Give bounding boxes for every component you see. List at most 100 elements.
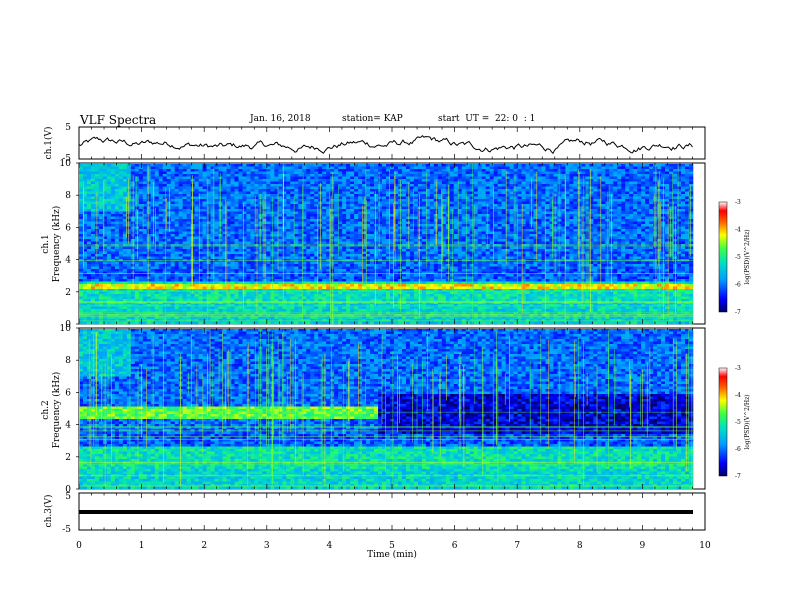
- ch1-ytick-5: 5: [65, 123, 71, 133]
- spectrogram-cell: [139, 194, 143, 197]
- spectrogram-cell: [609, 179, 613, 182]
- spectrogram-cell: [458, 177, 462, 180]
- spectrogram-cell: [111, 172, 115, 175]
- spectrogram-cell: [119, 177, 123, 180]
- spectrogram-cell: [641, 167, 645, 170]
- spectrogram-cell: [266, 179, 270, 182]
- spectrogram-cell: [195, 187, 199, 190]
- spectrogram-cell: [609, 187, 613, 190]
- spectrogram-cell: [617, 187, 621, 190]
- spectrogram-cell: [310, 169, 314, 172]
- spectrogram-cell: [689, 187, 693, 190]
- spectrogram-cell: [482, 187, 486, 190]
- spectrogram-cell: [227, 199, 231, 202]
- spectrogram-cell: [87, 179, 91, 182]
- spectrogram-cell: [119, 179, 123, 182]
- spectrogram-cell: [637, 192, 641, 195]
- spectrogram-cell: [183, 177, 187, 180]
- spectrogram-cell: [135, 184, 139, 187]
- spectrogram-cell: [207, 199, 211, 202]
- spectrogram-cell: [414, 197, 418, 200]
- spectrogram-cell: [677, 187, 681, 190]
- spectrogram-cell: [95, 169, 99, 172]
- spectrogram-cell: [358, 194, 362, 197]
- spectrogram-cell: [270, 192, 274, 195]
- spectrogram-cell: [199, 172, 203, 175]
- spectrogram-cell: [510, 172, 514, 175]
- spectrogram-cell: [605, 172, 609, 175]
- spectrogram-cell: [538, 194, 542, 197]
- spectrogram-cell: [609, 192, 613, 195]
- spectrogram-cell: [95, 179, 99, 182]
- spectrogram-cell: [414, 179, 418, 182]
- spectrogram-cell: [534, 182, 538, 185]
- spectrogram-cell: [593, 197, 597, 200]
- spectrogram-cell: [266, 177, 270, 180]
- spectrogram-cell: [87, 192, 91, 195]
- spectrogram-cell: [382, 197, 386, 200]
- spectrogram-cell: [135, 187, 139, 190]
- spectrogram-cell: [354, 194, 358, 197]
- spectrogram-cell: [677, 174, 681, 177]
- spectrogram-cell: [139, 172, 143, 175]
- spectrogram-cell: [266, 199, 270, 202]
- spectrogram-cell: [258, 169, 262, 172]
- spectrogram-cell: [522, 169, 526, 172]
- spectrogram-cell: [151, 174, 155, 177]
- spectrogram-cell: [151, 177, 155, 180]
- spectrogram-cell: [278, 169, 282, 172]
- spectrogram-cell: [350, 187, 354, 190]
- spectrogram-cell: [227, 172, 231, 175]
- spectrogram-cell: [338, 167, 342, 170]
- spectrogram-cell: [139, 184, 143, 187]
- spectrogram-cell: [382, 167, 386, 170]
- spectrogram-cell: [119, 182, 123, 185]
- spectrogram-cell: [474, 184, 478, 187]
- spectrogram-cell: [370, 169, 374, 172]
- spectrogram-cell: [175, 164, 179, 167]
- spectrogram-cell: [565, 192, 569, 195]
- spectrogram-cell: [641, 174, 645, 177]
- spectrogram-cell: [494, 192, 498, 195]
- spectrogram-cell: [430, 192, 434, 195]
- spectrogram-cell: [207, 169, 211, 172]
- spectrogram-cell: [286, 177, 290, 180]
- spectrogram-cell: [107, 192, 111, 195]
- spectrogram-cell: [211, 184, 215, 187]
- spectrogram-cell: [649, 187, 653, 190]
- spectrogram-cell: [87, 174, 91, 177]
- spectrogram-cell: [645, 174, 649, 177]
- spectrogram-cell: [390, 189, 394, 192]
- spectrogram-cell: [147, 164, 151, 167]
- spectrogram-cell: [545, 189, 549, 192]
- spectrogram-cell: [382, 184, 386, 187]
- spectrogram-cell: [446, 167, 450, 170]
- spectrogram-cell: [151, 179, 155, 182]
- spectrogram-cell: [593, 182, 597, 185]
- spectrogram-cell: [665, 179, 669, 182]
- spectrogram-cell: [266, 169, 270, 172]
- spectrogram-cell: [406, 167, 410, 170]
- spectrogram-cell: [538, 174, 542, 177]
- spectrogram-cell: [653, 184, 657, 187]
- spectrogram-cell: [514, 189, 518, 192]
- spectrogram-cell: [621, 179, 625, 182]
- spectrogram-cell: [199, 177, 203, 180]
- spectrogram-cell: [191, 169, 195, 172]
- spectrogram-cell: [246, 179, 250, 182]
- spectrogram-cell: [569, 187, 573, 190]
- spectrogram-cell: [274, 172, 278, 175]
- spectrogram-cell: [518, 194, 522, 197]
- spectrogram-cell: [498, 187, 502, 190]
- spectrogram-cell: [179, 179, 183, 182]
- spectrogram-cell: [613, 192, 617, 195]
- spectrogram-cell: [306, 184, 310, 187]
- spectrogram-cell: [414, 189, 418, 192]
- spectrogram-cell: [326, 197, 330, 200]
- spectrogram-cell: [234, 192, 238, 195]
- spectrogram-cell: [406, 194, 410, 197]
- spectrogram-cell: [290, 179, 294, 182]
- spectrogram-cell: [573, 174, 577, 177]
- spectrogram-cell: [645, 187, 649, 190]
- spectrogram-cell: [231, 167, 235, 170]
